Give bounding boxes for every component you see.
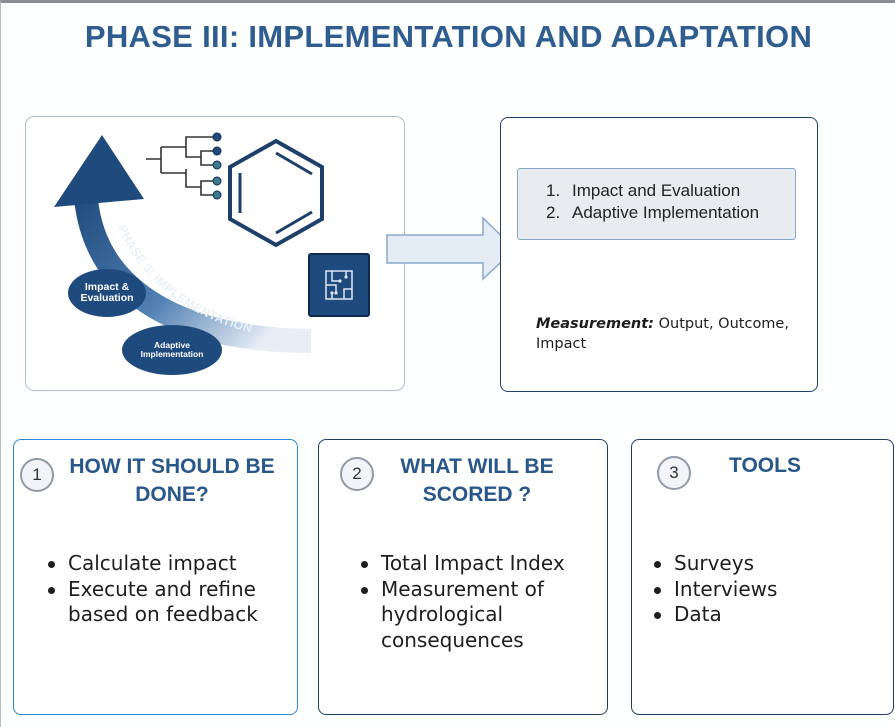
dendrogram-icon [146, 136, 216, 196]
phase-summary-panel: 1. Impact and Evaluation 2. Adaptive Imple… [500, 117, 818, 392]
bullet-list: Surveys Interviews Data [650, 551, 870, 628]
bullet-list: Total Impact Index Measurement of hydrol… [357, 551, 597, 653]
list-item: Interviews [650, 577, 870, 603]
list-item: 1. Impact and Evaluation [546, 181, 741, 200]
page-title: PHASE III: IMPLEMENTATION AND ADAPTATION [84, 19, 813, 54]
impact-evaluation-bubble: Impact & Evaluation [68, 269, 146, 317]
list-item: 2. Adaptive Implementation [546, 203, 760, 222]
step-number-badge: 2 [340, 457, 374, 491]
measurement-label: Measurement: [536, 316, 654, 332]
illustration-panel: PHASE 3: IMPLEMENTATION Impact & Evaluat… [25, 116, 405, 391]
list-item: Total Impact Index [357, 551, 597, 577]
step-number-badge: 3 [657, 456, 691, 490]
card-title: WHAT WILL BE SCORED ? [400, 455, 554, 506]
card-title: TOOLS [729, 454, 801, 477]
benzene-ring-icon [228, 138, 324, 248]
phase-steps-list: 1. Impact and Evaluation 2. Adaptive Imple… [517, 168, 796, 240]
list-item: Data [650, 602, 870, 628]
card-how-it-should-be-done: 1 HOW IT SHOULD BE DONE? Calculate impac… [13, 439, 298, 715]
bullet-list: Calculate impact Execute and refine base… [44, 551, 294, 628]
card-what-will-be-scored: 2 WHAT WILL BE SCORED ? Total Impact Ind… [318, 439, 608, 715]
step-number-badge: 1 [20, 458, 54, 492]
list-item: Calculate impact [44, 551, 294, 577]
circuit-chip-icon [308, 253, 370, 317]
list-item: Surveys [650, 551, 870, 577]
list-item: Execute and refine based on feedback [44, 577, 294, 628]
right-arrow-icon [386, 216, 517, 281]
adaptive-implementation-bubble: Adaptive Implementation [122, 325, 222, 375]
card-tools: 3 TOOLS Surveys Interviews Data [631, 439, 894, 715]
phase-arrow-graphic: PHASE 3: IMPLEMENTATION [54, 132, 324, 353]
list-item: Measurement of hydrological consequences [357, 577, 597, 654]
card-title: HOW IT SHOULD BE DONE? [69, 455, 275, 506]
measurement-text: Measurement: Output, Outcome, Impact [536, 316, 789, 352]
